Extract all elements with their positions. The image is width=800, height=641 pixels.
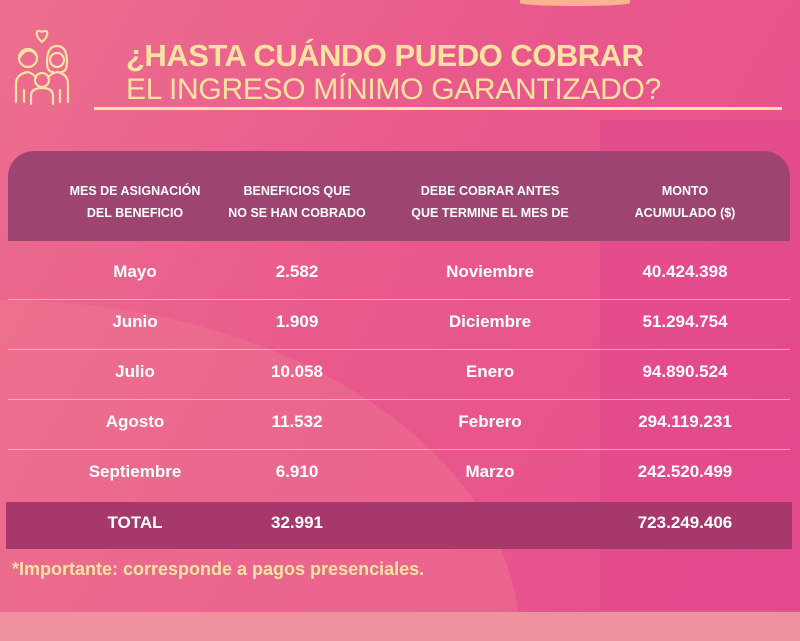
total-beneficios: 32.991 (271, 513, 323, 532)
table-row (8, 350, 790, 400)
background-shape (520, 0, 630, 6)
header-monto: MONTO ACUMULADO ($) (635, 180, 736, 224)
total-monto: 723.249.406 (637, 513, 733, 532)
header-text: BENEFICIOS QUE (243, 184, 351, 198)
title-line-2: EL INGRESO MÍNIMO GARANTIZADO? (126, 73, 661, 106)
cell-beneficios: 1.909 (275, 312, 319, 331)
table-row (8, 250, 790, 300)
total-label: TOTAL (107, 513, 163, 532)
header-beneficios: BENEFICIOS QUE NO SE HAN COBRADO (228, 180, 366, 224)
cell-beneficios: 10.058 (271, 362, 323, 381)
header-mes-asignacion: MES DE ASIGNACIÓN DEL BENEFICIO (70, 180, 201, 224)
title-line-1: ¿HASTA CUÁNDO PUEDO COBRAR (126, 38, 644, 73)
cell-mes-limite: Enero (465, 362, 515, 381)
family-heart-icon (14, 29, 70, 106)
table-row (8, 400, 790, 450)
cell-beneficios: 2.582 (275, 262, 319, 281)
bottom-band (0, 612, 800, 641)
header-text: NO SE HAN COBRADO (228, 206, 366, 220)
total-row (6, 502, 792, 549)
cell-mes: Septiembre (88, 462, 182, 481)
cell-beneficios: 6.910 (275, 462, 319, 481)
header-text: DEL BENEFICIO (86, 206, 184, 220)
cell-monto: 94.890.524 (642, 362, 728, 381)
header-text: QUE TERMINE EL MES DE (411, 206, 569, 220)
title-underline (94, 107, 782, 110)
header-text: MES DE ASIGNACIÓN (69, 184, 201, 198)
table-row (8, 300, 790, 350)
cell-mes: Junio (112, 312, 158, 331)
cell-mes: Mayo (113, 262, 157, 281)
header-text: ACUMULADO ($) (634, 206, 736, 220)
header-text: DEBE COBRAR ANTES (420, 184, 560, 198)
header-debe-cobrar: DEBE COBRAR ANTES QUE TERMINE EL MES DE (411, 180, 568, 224)
cell-monto: 51.294.754 (642, 312, 728, 331)
cell-monto: 242.520.499 (637, 462, 733, 481)
cell-mes: Agosto (105, 412, 165, 431)
header-text: MONTO (661, 184, 709, 198)
footnote: *Importante: corresponde a pagos presenc… (12, 559, 425, 579)
cell-mes: Julio (115, 362, 155, 381)
cell-mes-limite: Marzo (465, 462, 515, 481)
table-header (8, 151, 790, 241)
cell-mes-limite: Diciembre (448, 312, 532, 331)
cell-beneficios: 11.532 (271, 412, 323, 431)
cell-monto: 40.424.398 (642, 262, 728, 281)
cell-mes-limite: Noviembre (446, 262, 534, 281)
cell-monto: 294.119.231 (638, 412, 732, 431)
cell-mes-limite: Febrero (458, 412, 522, 431)
